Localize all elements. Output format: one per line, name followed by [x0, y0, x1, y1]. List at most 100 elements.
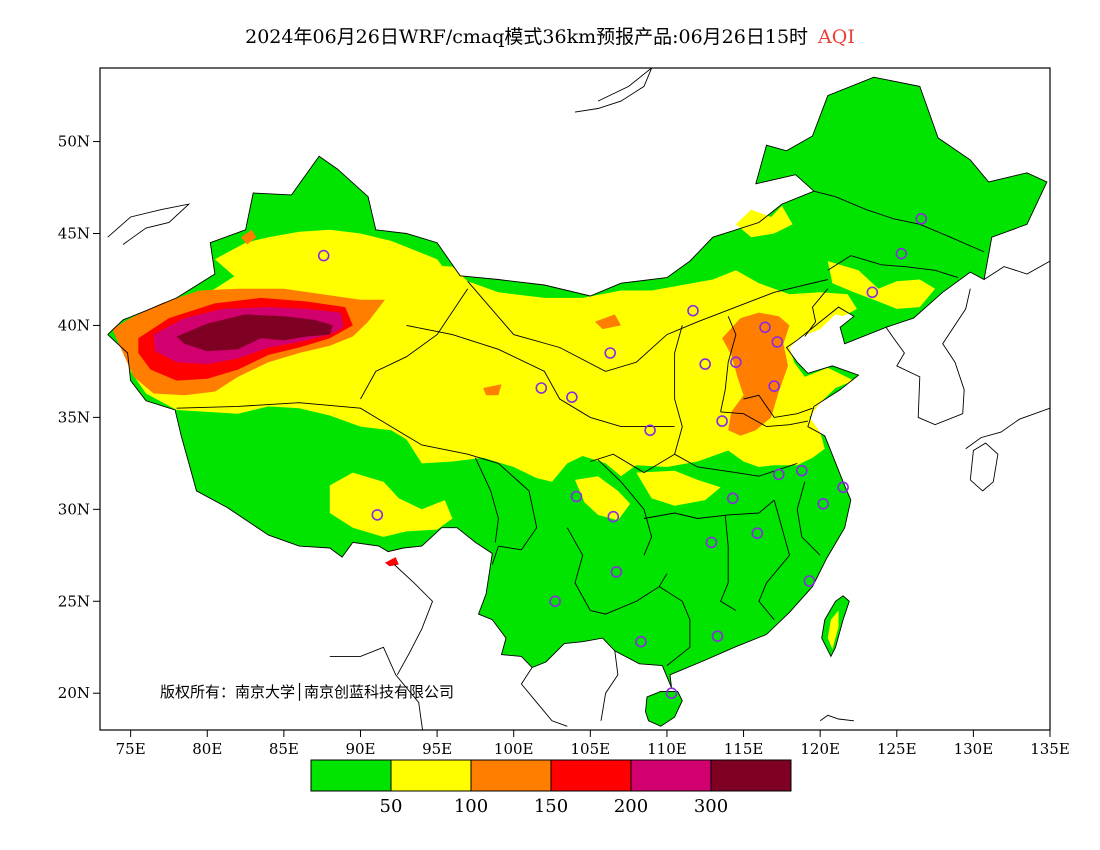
station-marker	[726, 492, 739, 505]
lon-tick-label: 115E	[724, 740, 764, 758]
lat-tick-label: 45N	[58, 225, 90, 243]
boundary-jiangxi-fujian	[758, 499, 790, 620]
boundary-china-border	[107, 76, 1048, 688]
station-marker	[730, 356, 742, 369]
lat-tick-label: 20N	[58, 684, 90, 702]
aqi-region-yili-orange	[241, 229, 257, 245]
title-variable: AQI	[818, 26, 855, 48]
aqi-region-sichuan-yellow	[575, 476, 631, 521]
station-marker	[371, 509, 384, 521]
lat-tick-label: 35N	[58, 408, 90, 426]
boundary-henan-south	[674, 453, 798, 477]
legend-label: 100	[454, 796, 488, 817]
lon-tick-label: 80E	[192, 740, 222, 758]
boundary-ne-provinces-2	[827, 255, 959, 279]
boundary-kazakh-lake	[107, 203, 191, 245]
boundary-sichuan-east	[597, 459, 653, 556]
boundary-hexi-corridor	[406, 324, 675, 428]
aqi-region-tibet-south-yellow	[329, 472, 453, 537]
copyright-note: 版权所有：南京大学│南京创蓝科技有限公司	[160, 682, 454, 701]
station-marker	[549, 595, 561, 608]
boundary-zhejiang-anhui	[796, 481, 821, 556]
boundary-tibet-sichuan	[474, 457, 499, 543]
station-marker	[771, 336, 784, 348]
lat-tick-label: 25N	[58, 592, 90, 610]
station-marker	[817, 497, 830, 510]
station-marker	[837, 481, 849, 494]
aqi-region-ne-yellow-2	[735, 205, 793, 238]
station-marker	[772, 468, 785, 481]
boundary-yunnan-tibet	[491, 545, 499, 565]
map-frame	[99, 67, 1051, 731]
boundary-vietnam-coast	[600, 650, 619, 721]
boundary-lines	[107, 68, 1050, 730]
station-marker	[711, 630, 724, 643]
station-marker	[795, 464, 808, 477]
boundary-qinghai-tibet	[176, 402, 538, 551]
boundary-indochina-border	[520, 667, 568, 727]
boundary-taiwan-coast	[821, 595, 850, 658]
station-marker	[644, 424, 656, 437]
station-marker	[687, 304, 699, 317]
lon-tick-label: 130E	[954, 740, 994, 758]
boundary-hubei-south	[643, 499, 775, 519]
boundary-japan-coast	[965, 407, 1050, 450]
monitoring-stations	[317, 213, 928, 700]
boundary-korea-coast	[885, 288, 971, 426]
boundary-shandong-jiangsu	[743, 394, 813, 418]
lon-tick-label: 135E	[1030, 740, 1070, 758]
lat-tick-label: 30N	[58, 500, 90, 518]
lon-tick-label: 85E	[269, 740, 299, 758]
station-marker	[915, 213, 928, 225]
boundary-xinjiang-qinghai	[360, 288, 469, 400]
boundary-baikal-lake	[574, 68, 653, 113]
boundary-guangxi-guangdong	[659, 586, 691, 666]
aqi-region-ne-yellow	[827, 261, 936, 309]
boundary-india-coast	[329, 646, 424, 730]
lat-tick-label: 40N	[58, 316, 90, 334]
aqi-fill-layer	[107, 77, 1047, 727]
lon-tick-label: 105E	[571, 740, 611, 758]
lon-tick-label: 95E	[422, 740, 452, 758]
legend-swatch	[390, 759, 472, 792]
aqi-region-taiwan-yellow	[827, 610, 839, 650]
station-marker	[607, 510, 620, 523]
lon-tick-label: 120E	[800, 740, 840, 758]
boundary-hebei-liaoning	[804, 288, 829, 337]
boundary-philippines	[819, 714, 854, 722]
legend-label: 150	[534, 796, 568, 817]
station-marker	[716, 415, 728, 427]
legend-swatch	[550, 759, 632, 792]
boundary-yunnan-guizhou	[566, 527, 668, 615]
aqi-region-orange-spot-1	[594, 314, 621, 330]
station-marker	[535, 382, 548, 394]
legend-label: 200	[614, 796, 648, 817]
boundary-japan-kyushu	[969, 442, 999, 492]
aqi-region-tibet-red-spot	[385, 557, 399, 567]
boundary-huai-line	[720, 411, 808, 428]
boundary-myanmar-border	[393, 564, 434, 676]
legend-label: 300	[694, 796, 728, 817]
lon-tick-label: 90E	[345, 740, 375, 758]
station-marker	[768, 380, 781, 392]
legend-swatch	[470, 759, 552, 792]
aqi-region-hainan	[645, 691, 683, 727]
boundary-hainan-coast	[645, 690, 683, 727]
aqi-region-xinjiang-maroon	[176, 314, 333, 352]
chart-title: 2024年06月26日WRF/cmaq模式36km预报产品:06月26日15时 A…	[0, 22, 1100, 49]
legend-swatch	[710, 759, 792, 792]
station-marker	[895, 247, 908, 260]
station-marker	[604, 347, 617, 359]
boundary-russia-coast	[983, 260, 1050, 280]
station-marker	[705, 536, 718, 549]
title-main: 2024年06月26日WRF/cmaq模式36km预报产品:06月26日15时	[245, 26, 809, 48]
legend-swatch	[630, 759, 712, 792]
aqi-region-central-yellow	[636, 470, 721, 506]
boundary-gansu-shaanxi	[590, 325, 683, 474]
station-marker	[665, 687, 678, 700]
station-marker	[759, 321, 771, 334]
lon-tick-label: 75E	[116, 740, 146, 758]
lon-tick-label: 125E	[877, 740, 917, 758]
aqi-region-orange-spot-2	[483, 384, 502, 396]
